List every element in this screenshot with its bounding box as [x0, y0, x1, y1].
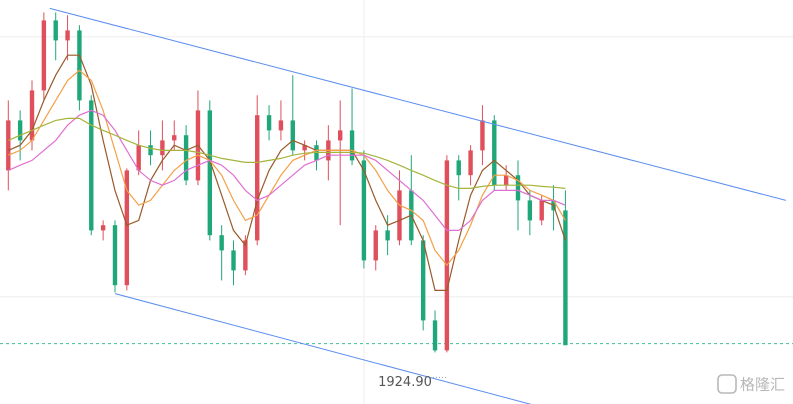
candle-body [183, 135, 189, 181]
candle-body [207, 110, 213, 236]
candle-body [266, 115, 272, 131]
ma-line [8, 109, 566, 231]
candle-body [302, 145, 307, 151]
watermark: 格隆汇 [717, 374, 785, 394]
candle-body [468, 150, 473, 176]
candle-body [539, 200, 544, 221]
candle-body [255, 115, 260, 241]
candle-body [231, 250, 236, 271]
candle-body [337, 130, 343, 141]
candle-body [373, 230, 378, 261]
candle-body [243, 240, 248, 271]
candle-body [456, 160, 461, 176]
candle-body [53, 20, 58, 41]
candle-body [100, 225, 106, 231]
candle-body [563, 210, 568, 346]
candle-body [361, 160, 367, 261]
candle-body [148, 145, 153, 156]
candle-body [349, 130, 355, 161]
channel-line [114, 293, 532, 404]
candle-body [124, 170, 130, 286]
candle-body [432, 320, 438, 351]
candle-body [77, 30, 82, 101]
candle-body [278, 120, 284, 131]
candle-body [41, 20, 47, 91]
candle-body [480, 120, 485, 151]
candle-body [290, 120, 295, 151]
ma-line [8, 54, 566, 291]
candle-body [219, 235, 224, 251]
candle-body [397, 190, 402, 241]
candle-body [515, 175, 521, 201]
candle-body [172, 135, 177, 141]
candle-body [444, 160, 450, 351]
candle-body [492, 120, 497, 186]
watermark-icon [717, 374, 737, 394]
candle-body [420, 240, 426, 321]
candle-body [160, 140, 165, 156]
candle-body [65, 30, 70, 41]
candle-body [503, 175, 509, 186]
annotation-label: 1924.90 [378, 375, 432, 390]
candle-body [29, 90, 35, 141]
candle-body [527, 200, 533, 221]
ma-line [8, 117, 566, 189]
candle-body [136, 145, 141, 171]
candle-body [385, 230, 390, 241]
ma-line [8, 69, 566, 267]
candle-body [89, 100, 94, 231]
candle-body [112, 225, 118, 286]
channel-line [49, 7, 787, 201]
candle-body [17, 120, 23, 141]
candle-body [6, 120, 11, 171]
watermark-text: 格隆汇 [740, 376, 785, 394]
